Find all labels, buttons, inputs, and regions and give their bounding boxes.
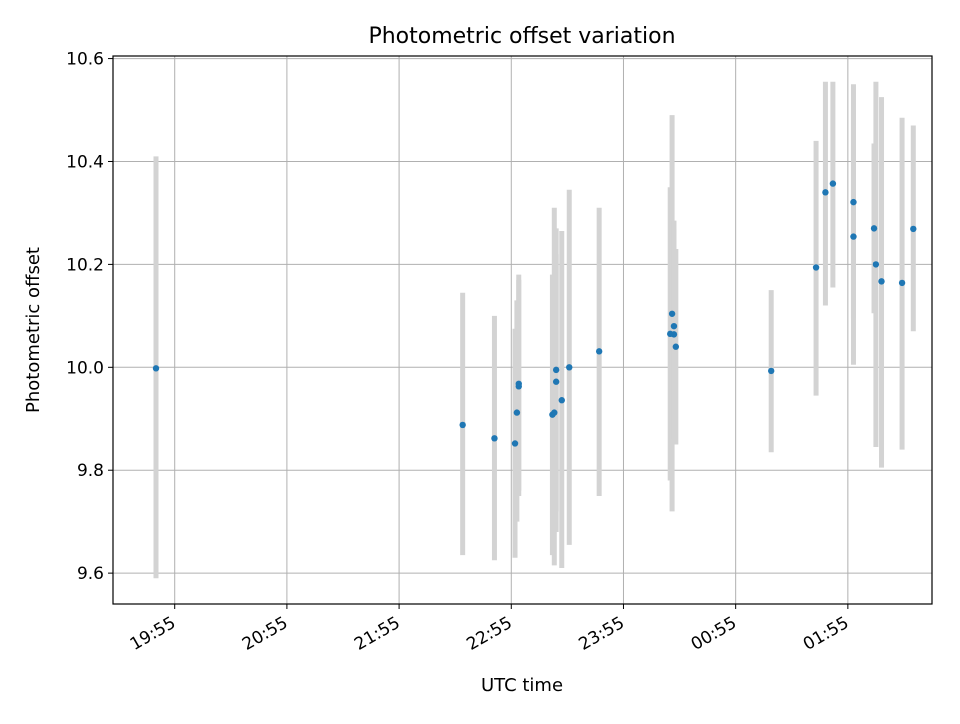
data-point (829, 180, 837, 187)
data-point (459, 421, 466, 429)
data-point (812, 264, 820, 271)
x-axis-label: UTC time (481, 675, 563, 696)
x-tick-label: 01:55 (800, 613, 852, 655)
data-point (152, 365, 160, 372)
x-tick-label: 22:55 (463, 613, 515, 655)
y-tick-label: 10.6 (66, 50, 104, 70)
y-tick-label: 10.2 (66, 255, 104, 275)
data-point (670, 322, 678, 330)
data-point (898, 279, 906, 287)
data-point (566, 364, 573, 371)
data-point (850, 233, 857, 240)
y-tick-label: 10.4 (66, 152, 104, 172)
x-tick-label: 20:55 (239, 613, 291, 655)
chart-title: Photometric offset variation (368, 24, 675, 49)
data-point (878, 278, 885, 285)
y-axis-ticks: 9.6 9.8 10.0 10.2 10.4 10.6 (66, 50, 113, 584)
data-point (850, 198, 857, 206)
data-point (515, 380, 522, 387)
data-point (558, 397, 565, 404)
x-tick-label: 21:55 (351, 613, 403, 655)
data-point (552, 378, 560, 385)
x-tick-label: 00:55 (688, 613, 740, 655)
x-tick-label: 19:55 (127, 613, 179, 655)
errorbars (153, 81, 916, 579)
data-points (152, 180, 917, 447)
y-tick-label: 10.0 (66, 358, 104, 378)
x-tick-label: 23:55 (576, 613, 628, 655)
grid (113, 56, 932, 604)
data-point (668, 310, 676, 317)
data-point (595, 348, 603, 355)
data-point (670, 331, 678, 338)
data-point (513, 409, 521, 416)
data-point (551, 409, 558, 416)
data-point (767, 367, 775, 375)
data-point (552, 366, 560, 374)
data-point (672, 343, 680, 350)
y-axis-label: Photometric offset (23, 247, 44, 413)
plot-frame (112, 55, 933, 605)
y-tick-label: 9.8 (77, 461, 104, 481)
data-point (910, 225, 917, 233)
x-axis-ticks: 19:55 20:55 21:55 22:55 23:55 00:55 01:55 (127, 604, 852, 655)
data-point (872, 261, 880, 268)
data-point (870, 225, 878, 232)
data-point (511, 440, 519, 447)
data-point (822, 189, 829, 196)
data-point (491, 435, 498, 442)
y-tick-label: 9.6 (77, 564, 104, 584)
